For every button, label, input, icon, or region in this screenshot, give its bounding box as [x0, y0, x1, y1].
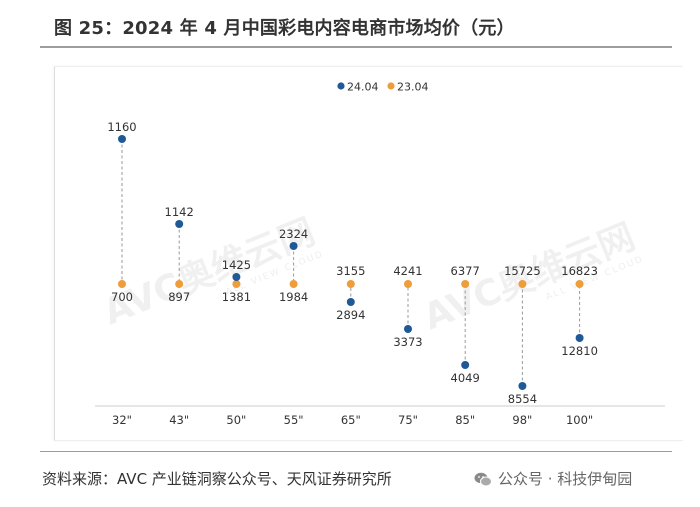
point-24-04-5: [404, 325, 412, 333]
data-label-23-04-2: 1381: [222, 290, 251, 304]
legend-marker-24-04: [337, 82, 345, 90]
source-divider: [40, 451, 672, 452]
point-24-04-8: [575, 334, 584, 342]
data-label-23-04-3: 1984: [279, 290, 308, 304]
data-label-24-04-4: 2894: [336, 308, 365, 322]
x-tick-label-3: 55": [284, 413, 304, 427]
point-24-04-3: [289, 242, 298, 250]
data-label-23-04-1: 897: [168, 290, 190, 304]
legend-label-23-04: 23.04: [397, 81, 429, 94]
point-23-04-5: [404, 280, 412, 288]
x-tick-label-6: 85": [455, 413, 475, 427]
chart-frame: [54, 66, 683, 441]
point-24-04-1: [175, 220, 184, 228]
point-23-04-0: [118, 280, 126, 288]
point-23-04-1: [175, 280, 184, 288]
point-23-04-4: [346, 280, 355, 288]
point-24-04-0: [118, 135, 126, 143]
source-note: 资料来源：AVC 产业链洞察公众号、天风证券研究所: [42, 470, 392, 488]
data-label-24-04-0: 1160: [107, 120, 136, 134]
data-label-23-04-0: 700: [111, 290, 133, 304]
point-23-04-7: [518, 280, 527, 288]
data-label-23-04-7: 15725: [504, 264, 541, 278]
data-label-24-04-3: 2324: [279, 227, 308, 241]
point-23-04-2: [232, 280, 241, 288]
point-24-04-7: [518, 382, 527, 390]
title-divider: [40, 46, 672, 48]
data-label-24-04-2: 1425: [222, 258, 251, 272]
x-tick-label-8: 100": [566, 413, 593, 427]
wechat-icon: [474, 472, 492, 487]
point-23-04-3: [289, 280, 298, 288]
data-label-24-04-1: 1142: [165, 205, 194, 219]
x-tick-label-1: 43": [169, 413, 189, 427]
legend-marker-23-04: [387, 82, 395, 90]
data-label-24-04-8: 12810: [561, 344, 598, 358]
x-tick-label-0: 32": [112, 413, 132, 427]
x-axis: 32" 43" 50" 55" 65" 75" 85" 98" 100": [95, 405, 665, 427]
data-label-23-04-5: 4241: [393, 264, 422, 278]
point-23-04-6: [461, 280, 470, 288]
point-24-04-2: [232, 273, 241, 281]
chart-legend: 24.04 23.04: [337, 81, 429, 94]
wechat-attribution: 公众号 · 科技伊甸园: [474, 468, 632, 489]
point-24-04-4: [346, 298, 355, 306]
x-tick-label-4: 65": [341, 413, 361, 427]
data-label-23-04-6: 6377: [451, 264, 480, 278]
x-tick-label-5: 75": [398, 413, 418, 427]
x-tick-label-2: 50": [226, 413, 246, 427]
data-label-23-04-4: 3155: [336, 264, 365, 278]
page-title: 图 25：2024 年 4 月中国彩电内容电商市场均价（元）: [54, 18, 515, 39]
data-label-24-04-5: 3373: [393, 335, 422, 349]
point-23-04-8: [575, 280, 584, 288]
data-label-24-04-7: 8554: [508, 392, 537, 406]
data-label-23-04-8: 16823: [561, 264, 598, 278]
point-24-04-6: [461, 361, 470, 369]
x-tick-label-7: 98": [512, 413, 532, 427]
wechat-label: 公众号 · 科技伊甸园: [498, 470, 633, 488]
data-label-24-04-6: 4049: [451, 371, 480, 385]
legend-label-24-04: 24.04: [347, 81, 379, 94]
chart-marks: 1160 700 1142 897 1425 1381 2324 1984 2894 3155 33…: [107, 120, 598, 406]
